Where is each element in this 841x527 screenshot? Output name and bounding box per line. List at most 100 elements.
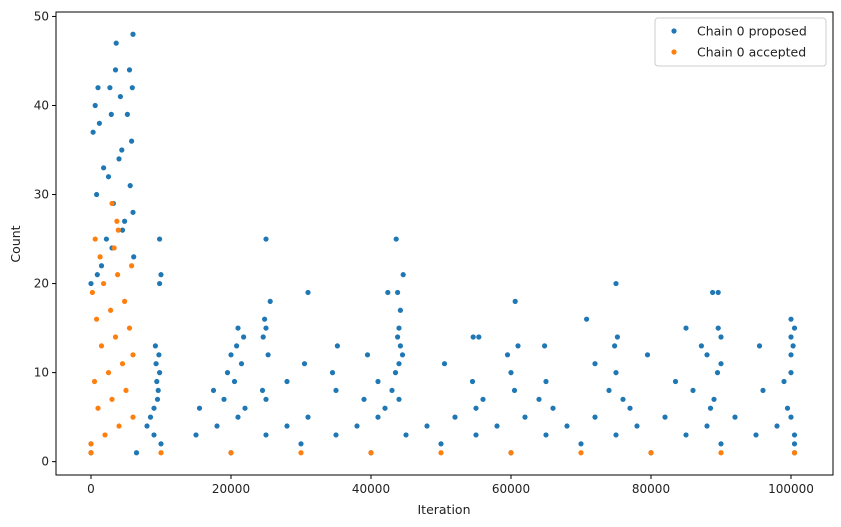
proposed-point	[620, 396, 626, 402]
proposed-point	[157, 370, 163, 376]
proposed-point	[441, 361, 448, 367]
proposed-point	[214, 423, 220, 429]
accepted-point	[130, 414, 136, 420]
proposed-point	[424, 423, 430, 429]
proposed-point	[392, 370, 399, 376]
proposed-point	[228, 352, 234, 358]
proposed-point	[790, 343, 796, 349]
proposed-point	[157, 236, 163, 242]
accepted-point	[648, 450, 654, 456]
proposed-point	[397, 307, 403, 313]
legend: Chain 0 proposed Chain 0 accepted	[654, 17, 827, 67]
series-accepted-points	[88, 200, 798, 456]
proposed-point	[155, 387, 161, 394]
accepted-point	[122, 298, 128, 304]
proposed-point	[784, 405, 791, 411]
proposed-point	[592, 361, 598, 367]
accepted-point	[123, 387, 129, 394]
proposed-point	[103, 236, 109, 242]
proposed-point	[305, 414, 311, 420]
proposed-point	[718, 441, 724, 447]
proposed-point	[157, 280, 163, 287]
proposed-point	[263, 236, 269, 242]
legend-accepted-marker	[671, 49, 677, 55]
proposed-point	[788, 352, 794, 358]
proposed-point	[690, 387, 696, 394]
proposed-point	[504, 352, 511, 358]
proposed-point	[614, 334, 621, 340]
proposed-point	[494, 423, 500, 429]
x-tick-label: 0	[87, 482, 95, 496]
proposed-point	[151, 432, 157, 438]
accepted-point	[126, 325, 133, 331]
proposed-point	[389, 387, 395, 394]
proposed-point	[242, 405, 248, 411]
proposed-point	[396, 361, 402, 367]
proposed-point	[788, 316, 794, 322]
proposed-point	[756, 343, 763, 349]
proposed-point	[385, 289, 391, 296]
proposed-point	[375, 414, 381, 420]
accepted-point	[368, 450, 374, 456]
accepted-point	[116, 423, 122, 429]
proposed-point	[234, 343, 240, 349]
proposed-point	[113, 40, 119, 46]
proposed-point	[473, 405, 479, 411]
accepted-point	[108, 307, 114, 313]
x-axis-label: Iteration	[417, 502, 470, 517]
proposed-point	[473, 432, 479, 438]
accepted-point	[102, 432, 108, 438]
accepted-point	[89, 289, 95, 296]
proposed-point	[470, 334, 476, 340]
proposed-point	[375, 378, 381, 385]
proposed-point	[714, 370, 721, 376]
proposed-point	[154, 378, 160, 385]
accepted-point	[130, 352, 136, 358]
proposed-point	[395, 334, 401, 340]
proposed-point	[584, 316, 590, 322]
proposed-point	[480, 396, 486, 402]
proposed-point	[400, 272, 406, 278]
proposed-point	[704, 352, 710, 358]
legend-box	[654, 17, 827, 67]
proposed-point	[550, 405, 556, 411]
proposed-point	[90, 129, 96, 135]
proposed-point	[791, 441, 798, 447]
accepted-point	[718, 450, 724, 456]
proposed-point	[334, 343, 340, 349]
legend-accepted-label: Chain 0 accepted	[697, 45, 806, 60]
proposed-point	[515, 343, 521, 349]
proposed-point	[452, 414, 458, 420]
x-tick-label: 40000	[352, 482, 390, 496]
proposed-point	[94, 191, 100, 198]
proposed-point	[393, 236, 399, 242]
accepted-point	[438, 450, 444, 456]
proposed-point	[788, 334, 794, 340]
proposed-point	[508, 370, 514, 376]
proposed-point	[231, 378, 238, 385]
proposed-point	[543, 378, 549, 385]
proposed-point	[263, 432, 269, 438]
proposed-point	[305, 289, 311, 296]
accepted-point	[112, 334, 119, 340]
proposed-point	[683, 432, 689, 438]
proposed-point	[683, 325, 689, 331]
proposed-point	[612, 343, 618, 349]
proposed-point	[122, 218, 128, 224]
proposed-point	[235, 325, 241, 331]
proposed-point	[153, 361, 159, 367]
proposed-point	[156, 352, 162, 358]
proposed-point	[101, 165, 107, 171]
accepted-point	[228, 450, 234, 456]
proposed-point	[627, 405, 633, 411]
accepted-point	[92, 236, 98, 242]
proposed-point	[117, 93, 123, 100]
proposed-point	[613, 370, 619, 376]
proposed-point	[644, 352, 651, 358]
proposed-point	[543, 432, 549, 438]
proposed-point	[592, 414, 598, 420]
proposed-point	[284, 423, 290, 429]
proposed-point	[753, 432, 759, 438]
proposed-point	[130, 209, 136, 215]
